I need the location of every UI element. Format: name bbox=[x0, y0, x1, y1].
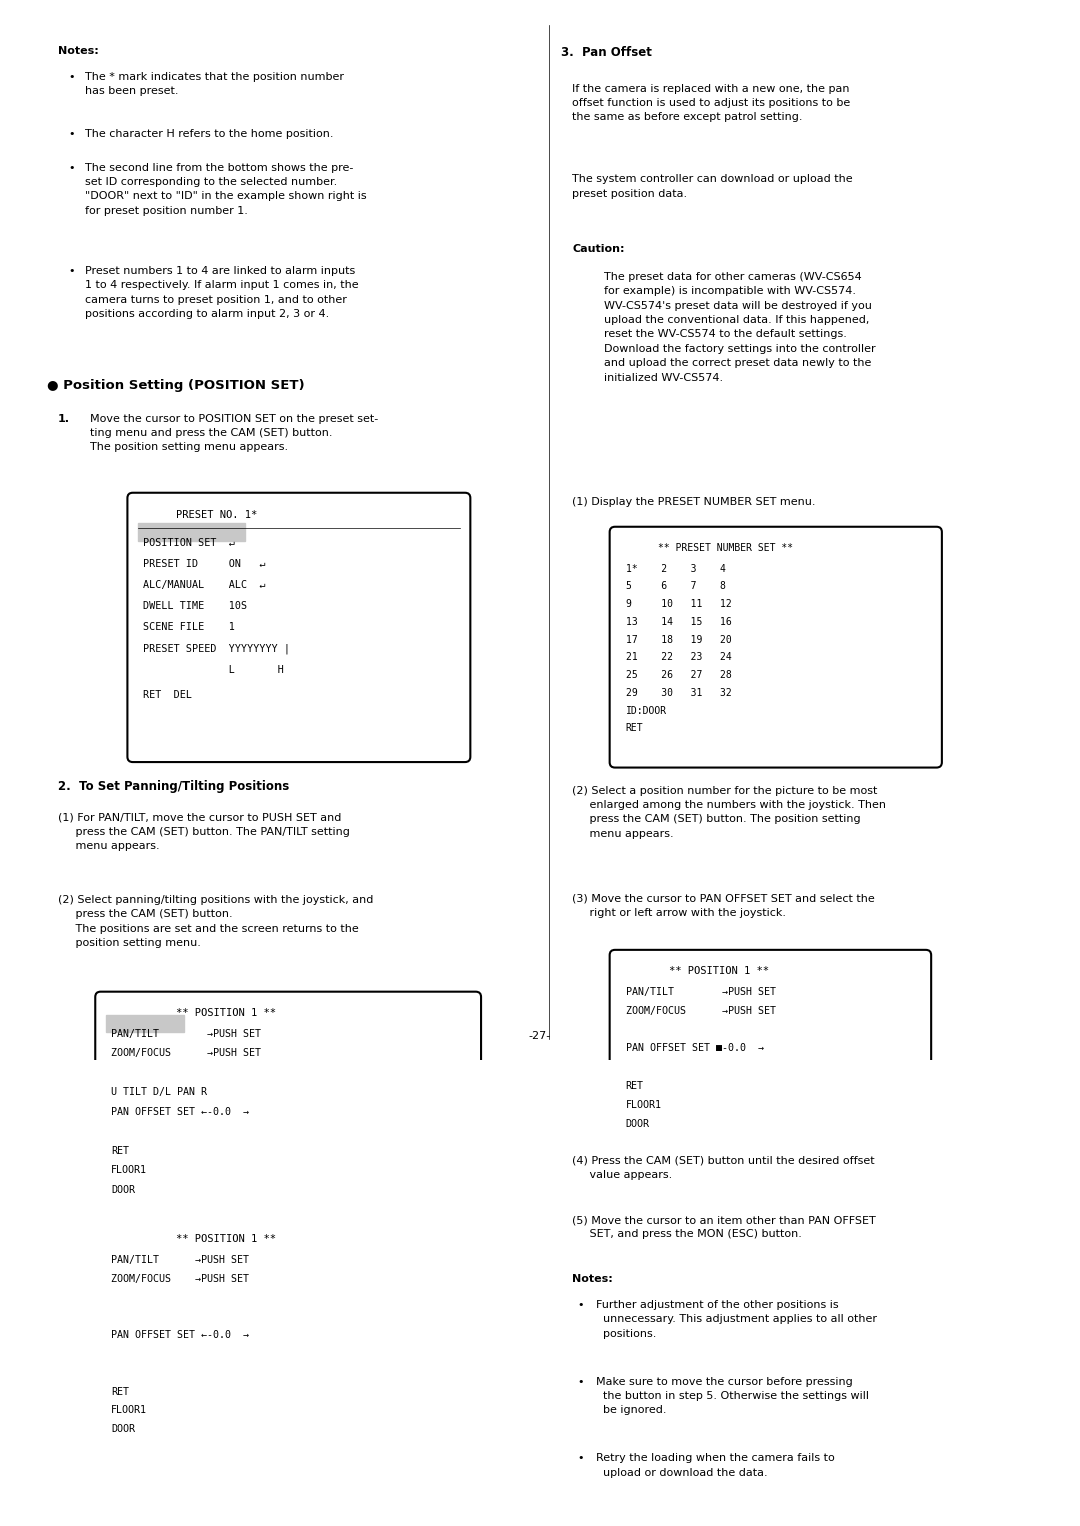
Text: •: • bbox=[68, 266, 75, 276]
Text: Notes:: Notes: bbox=[57, 46, 98, 56]
Text: (1) For PAN/TILT, move the cursor to PUSH SET and
     press the CAM (SET) butto: (1) For PAN/TILT, move the cursor to PUS… bbox=[57, 812, 350, 852]
Text: RET: RET bbox=[625, 723, 644, 734]
Text: 17    18   19   20: 17 18 19 20 bbox=[625, 635, 731, 644]
Text: FLOOR1: FLOOR1 bbox=[625, 1100, 662, 1109]
FancyBboxPatch shape bbox=[127, 493, 471, 761]
Text: (4) Press the CAM (SET) button until the desired offset
     value appears.: (4) Press the CAM (SET) button until the… bbox=[572, 1155, 875, 1180]
Text: RET  DEL: RET DEL bbox=[144, 690, 192, 700]
Text: •: • bbox=[68, 163, 75, 172]
Text: FLOOR1: FLOOR1 bbox=[111, 1166, 147, 1175]
Text: 29    30   31   32: 29 30 31 32 bbox=[625, 688, 731, 697]
Text: The system controller can download or upload the
preset position data.: The system controller can download or up… bbox=[572, 174, 853, 198]
Text: 1.: 1. bbox=[57, 414, 70, 424]
Text: L       H: L H bbox=[144, 665, 284, 674]
Text: •: • bbox=[578, 1453, 584, 1463]
Text: 3.  Pan Offset: 3. Pan Offset bbox=[562, 46, 652, 60]
Text: DWELL TIME    10S: DWELL TIME 10S bbox=[144, 601, 247, 612]
FancyBboxPatch shape bbox=[95, 1218, 481, 1459]
Text: Retry the loading when the camera fails to
  upload or download the data.: Retry the loading when the camera fails … bbox=[596, 1453, 835, 1477]
Text: The preset data for other cameras (WV-CS654
for example) is incompatible with WV: The preset data for other cameras (WV-CS… bbox=[605, 272, 876, 383]
Text: PAN/TILT        →PUSH SET: PAN/TILT →PUSH SET bbox=[625, 987, 775, 996]
Text: ZOOM/FOCUS      →PUSH SET: ZOOM/FOCUS →PUSH SET bbox=[625, 1006, 775, 1016]
Text: 13    14   15   16: 13 14 15 16 bbox=[625, 617, 731, 627]
Text: (5) Move the cursor to an item other than PAN OFFSET
     SET, and press the MON: (5) Move the cursor to an item other tha… bbox=[572, 1215, 876, 1239]
Bar bbox=[207, 1241, 326, 1257]
Text: •: • bbox=[578, 1376, 584, 1387]
Text: 5     6    7    8: 5 6 7 8 bbox=[625, 581, 726, 592]
Text: Further adjustment of the other positions is
  unnecessary. This adjustment appl: Further adjustment of the other position… bbox=[596, 1300, 877, 1338]
Text: PRESET NO. 1*: PRESET NO. 1* bbox=[176, 510, 257, 520]
Text: 2.  To Set Panning/Tilting Positions: 2. To Set Panning/Tilting Positions bbox=[57, 780, 289, 794]
Text: PAN OFFSET SET ■-0.0  →: PAN OFFSET SET ■-0.0 → bbox=[625, 1044, 764, 1053]
Text: RET: RET bbox=[625, 1080, 644, 1091]
Text: Move the cursor to POSITION SET on the preset set-
ting menu and press the CAM (: Move the cursor to POSITION SET on the p… bbox=[90, 414, 378, 452]
Text: 21    22   23   24: 21 22 23 24 bbox=[625, 653, 731, 662]
Text: (2) Select a position number for the picture to be most
     enlarged among the : (2) Select a position number for the pic… bbox=[572, 786, 887, 839]
Text: ** PRESET NUMBER SET **: ** PRESET NUMBER SET ** bbox=[658, 543, 793, 552]
Text: RET: RET bbox=[111, 1146, 130, 1155]
Text: DOOR: DOOR bbox=[625, 1119, 650, 1129]
FancyBboxPatch shape bbox=[609, 949, 931, 1138]
Text: DOOR: DOOR bbox=[111, 1424, 135, 1434]
Text: Make sure to move the cursor before pressing
  the button in step 5. Otherwise t: Make sure to move the cursor before pres… bbox=[596, 1376, 868, 1415]
Text: PAN/TILT        →PUSH SET: PAN/TILT →PUSH SET bbox=[111, 1029, 261, 1039]
Text: (1) Display the PRESET NUMBER SET menu.: (1) Display the PRESET NUMBER SET menu. bbox=[572, 497, 815, 507]
Text: 9     10   11   12: 9 10 11 12 bbox=[625, 600, 731, 609]
Text: PRESET ID     ON   ↵: PRESET ID ON ↵ bbox=[144, 559, 266, 569]
Bar bbox=[138, 523, 245, 542]
Text: RET: RET bbox=[111, 1387, 130, 1396]
Text: •: • bbox=[68, 72, 75, 82]
Text: Preset numbers 1 to 4 are linked to alarm inputs
1 to 4 respectively. If alarm i: Preset numbers 1 to 4 are linked to alar… bbox=[84, 266, 359, 319]
Text: 1*    2    3    4: 1* 2 3 4 bbox=[625, 563, 726, 574]
Bar bbox=[106, 1015, 185, 1032]
Text: The character H refers to the home position.: The character H refers to the home posit… bbox=[84, 128, 333, 139]
Text: (3) Move the cursor to PAN OFFSET SET and select the
     right or left arrow wi: (3) Move the cursor to PAN OFFSET SET an… bbox=[572, 894, 875, 919]
Text: •: • bbox=[68, 128, 75, 139]
Text: ● Position Setting (POSITION SET): ● Position Setting (POSITION SET) bbox=[48, 378, 305, 392]
Text: PAN OFFSET SET ←-0.0  →: PAN OFFSET SET ←-0.0 → bbox=[111, 1106, 249, 1117]
Text: ALC/MANUAL    ALC  ↵: ALC/MANUAL ALC ↵ bbox=[144, 580, 266, 591]
Bar bbox=[113, 1073, 323, 1091]
Text: 25    26   27   28: 25 26 27 28 bbox=[625, 670, 731, 681]
Text: ZOOM/FOCUS    →PUSH SET: ZOOM/FOCUS →PUSH SET bbox=[111, 1274, 249, 1283]
Text: Notes:: Notes: bbox=[572, 1274, 613, 1285]
Text: ** POSITION 1 **: ** POSITION 1 ** bbox=[176, 1007, 275, 1018]
Text: Caution:: Caution: bbox=[572, 244, 624, 253]
FancyBboxPatch shape bbox=[609, 526, 942, 768]
Text: -27-: -27- bbox=[529, 1032, 551, 1041]
Text: PAN OFFSET SET ←-0.0  →: PAN OFFSET SET ←-0.0 → bbox=[111, 1331, 249, 1340]
Text: SCENE FILE    1: SCENE FILE 1 bbox=[144, 623, 235, 632]
Text: FLOOR1: FLOOR1 bbox=[111, 1405, 147, 1416]
Text: ID:DOOR: ID:DOOR bbox=[625, 705, 666, 716]
Text: If the camera is replaced with a new one, the pan
offset function is used to adj: If the camera is replaced with a new one… bbox=[572, 84, 850, 122]
Text: DOOR: DOOR bbox=[111, 1184, 135, 1195]
Text: POSITION SET  ↵: POSITION SET ↵ bbox=[144, 539, 235, 548]
FancyBboxPatch shape bbox=[95, 992, 481, 1213]
Text: PAN/TILT      →PUSH SET: PAN/TILT →PUSH SET bbox=[111, 1254, 249, 1265]
Text: U TILT D/L PAN R: U TILT D/L PAN R bbox=[111, 1087, 207, 1097]
Text: The * mark indicates that the position number
has been preset.: The * mark indicates that the position n… bbox=[84, 72, 343, 96]
Text: ZOOM/FOCUS      →PUSH SET: ZOOM/FOCUS →PUSH SET bbox=[111, 1048, 261, 1058]
Text: (2) Select panning/tilting positions with the joystick, and
     press the CAM (: (2) Select panning/tilting positions wit… bbox=[57, 896, 373, 948]
Text: ** POSITION 1 **: ** POSITION 1 ** bbox=[669, 966, 769, 975]
Text: The second line from the bottom shows the pre-
set ID corresponding to the selec: The second line from the bottom shows th… bbox=[84, 163, 366, 215]
Text: ** POSITION 1 **: ** POSITION 1 ** bbox=[176, 1233, 275, 1244]
Text: PRESET SPEED  YYYYYYYY |: PRESET SPEED YYYYYYYY | bbox=[144, 644, 291, 655]
Text: •: • bbox=[578, 1300, 584, 1309]
